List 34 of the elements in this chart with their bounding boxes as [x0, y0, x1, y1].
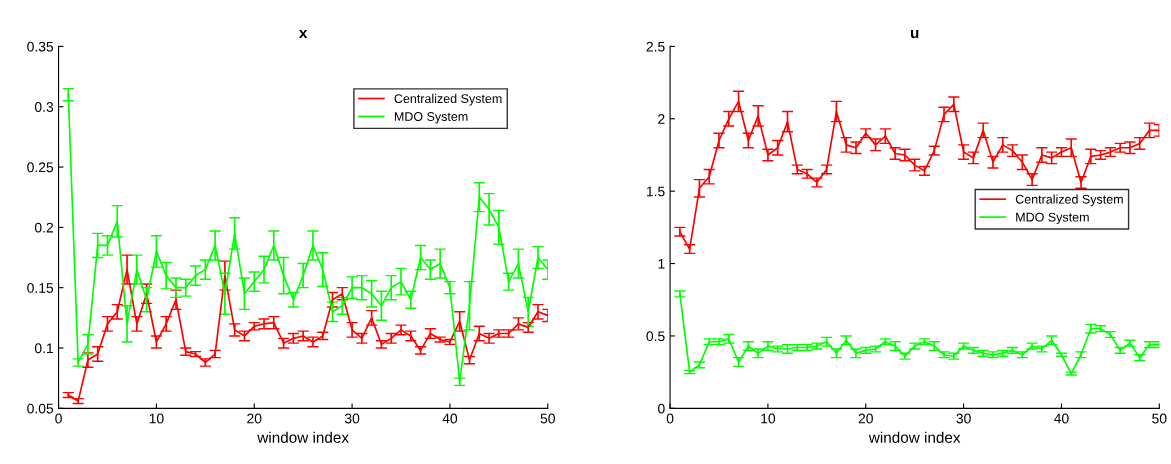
x-tick-label: 30	[956, 413, 971, 424]
x-axis-title: window index	[257, 431, 349, 443]
y-tick-label: 0.15	[27, 283, 54, 293]
legend-label: Centralized System	[1015, 194, 1123, 207]
x-tick-label: 10	[149, 413, 164, 424]
legend-label: MDO System	[1016, 212, 1089, 225]
chart-title: x	[299, 30, 308, 39]
y-tick-label: 0.05	[27, 403, 54, 414]
x-tick-label: 20	[247, 413, 262, 424]
y-tick-label: 0.5	[646, 331, 665, 342]
y-tick-label: 0.35	[27, 41, 54, 52]
x-tick-label: 0	[666, 413, 674, 424]
line-series	[67, 93, 548, 383]
x-tick-label: 40	[1054, 413, 1069, 424]
x-axis-title: window index	[868, 431, 961, 443]
legend-label: Centralized System	[394, 93, 502, 106]
x-tick-label: 50	[1152, 413, 1167, 424]
y-tick-label: 1	[658, 259, 665, 269]
y-tick-label: 2.5	[646, 41, 665, 52]
y-tick-label: 0	[658, 403, 665, 414]
chart-title: u	[910, 30, 919, 39]
x-tick-label: 20	[858, 413, 873, 424]
y-tick-label: 1.5	[646, 186, 665, 197]
y-tick-label: 0.1	[34, 343, 54, 354]
y-tick-label: 0.3	[34, 102, 54, 112]
x-tick-label: 40	[442, 413, 458, 424]
y-tick-label: 0.25	[27, 162, 54, 173]
x-tick-label: 50	[540, 413, 555, 424]
x-tick-label: 0	[55, 413, 62, 424]
y-tick-label: 0.2	[34, 222, 53, 233]
y-tick-label: 2	[658, 114, 665, 124]
x-tick-label: 30	[344, 413, 360, 424]
legend-label: MDO System	[394, 112, 468, 124]
x-tick-label: 10	[761, 413, 776, 424]
